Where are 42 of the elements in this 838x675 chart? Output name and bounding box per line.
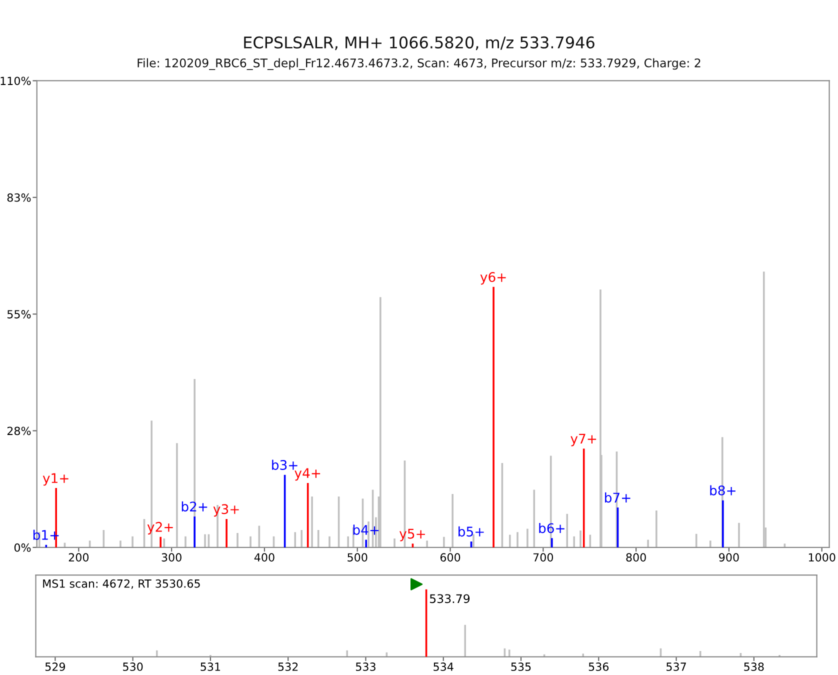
annotation: 533.79 bbox=[430, 594, 470, 604]
x-tick-label: 532 bbox=[278, 662, 298, 671]
chart-subtitle: File: 120209_RBC6_ST_depl_Fr12.4673.4673.2, Scan: 4673, Precursor m/z: 533.7929, Charge: 2 bbox=[138, 58, 700, 70]
y-tick-label: 55% bbox=[7, 310, 31, 318]
x-tick-label: 500 bbox=[348, 553, 368, 562]
data-label: b6+ bbox=[539, 522, 564, 534]
data-label: b8+ bbox=[710, 485, 736, 496]
data-label: y5+ bbox=[399, 528, 425, 542]
chart-title: ECPSLSALR, MH+ 1066.5820, m/z 533.7946 bbox=[244, 36, 594, 50]
x-tick-label: 600 bbox=[440, 553, 460, 562]
x-tick-label: 530 bbox=[123, 662, 143, 671]
x-tick-label: 1000 bbox=[808, 553, 836, 562]
data-label: y7+ bbox=[570, 434, 596, 446]
data-label: b5+ bbox=[458, 526, 484, 537]
x-tick-label: 535 bbox=[511, 662, 531, 671]
y-tick-label: 110% bbox=[0, 76, 31, 86]
data-label: y4+ bbox=[294, 468, 320, 481]
data-label: y3+ bbox=[213, 504, 239, 517]
x-tick-label: 537 bbox=[666, 662, 686, 671]
data-label: y2+ bbox=[147, 522, 173, 534]
x-tick-label: 533 bbox=[356, 662, 376, 671]
y-tick-label: 28% bbox=[7, 426, 31, 436]
y-tick-label: 0% bbox=[14, 543, 31, 552]
y-tick-label: 83% bbox=[7, 193, 31, 202]
data-label: y6+ bbox=[480, 272, 506, 285]
x-tick-label: 531 bbox=[200, 662, 220, 671]
x-tick-label: 200 bbox=[68, 553, 89, 562]
data-label: y1+ bbox=[42, 473, 68, 486]
x-tick-label: 538 bbox=[744, 662, 764, 671]
data-label: b3+ bbox=[272, 460, 298, 470]
text: MS1 scan: 4672, RT 3530.65 bbox=[43, 579, 200, 589]
x-tick-label: 529 bbox=[45, 662, 66, 671]
data-label: b7+ bbox=[605, 492, 630, 503]
x-tick-label: 900 bbox=[719, 553, 739, 562]
x-tick-label: 534 bbox=[434, 662, 454, 671]
x-tick-label: 400 bbox=[254, 553, 274, 562]
x-tick-label: 800 bbox=[626, 553, 646, 562]
data-label: b4+ bbox=[353, 524, 379, 535]
x-tick-label: 700 bbox=[533, 553, 554, 562]
data-label: b2+ bbox=[182, 501, 208, 512]
x-tick-label: 536 bbox=[588, 662, 609, 671]
x-tick-label: 300 bbox=[162, 553, 182, 562]
